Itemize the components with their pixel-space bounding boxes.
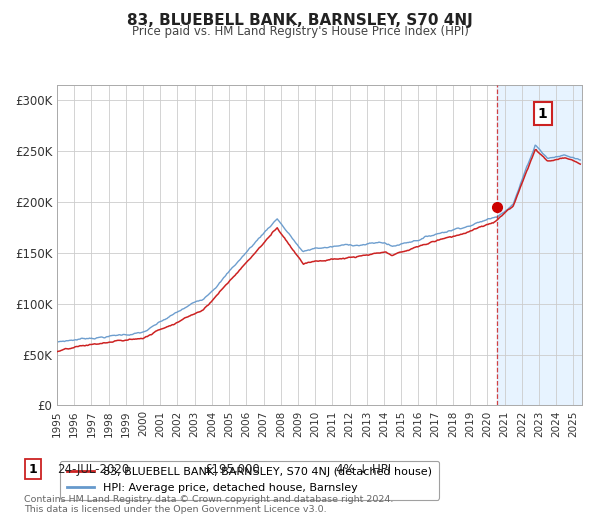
Text: 1: 1	[538, 107, 548, 121]
Text: Price paid vs. HM Land Registry's House Price Index (HPI): Price paid vs. HM Land Registry's House …	[131, 25, 469, 39]
Text: £195,000: £195,000	[204, 463, 260, 475]
Text: Contains HM Land Registry data © Crown copyright and database right 2024.: Contains HM Land Registry data © Crown c…	[24, 495, 394, 504]
Bar	[497, 85, 582, 405]
Text: 4% ↓ HPI: 4% ↓ HPI	[336, 463, 391, 475]
Text: This data is licensed under the Open Government Licence v3.0.: This data is licensed under the Open Gov…	[24, 506, 326, 514]
Text: 24-JUL-2020: 24-JUL-2020	[57, 463, 129, 475]
Text: 1: 1	[29, 463, 37, 475]
Legend: 83, BLUEBELL BANK, BARNSLEY, S70 4NJ (detached house), HPI: Average price, detac: 83, BLUEBELL BANK, BARNSLEY, S70 4NJ (de…	[60, 461, 439, 500]
Text: 83, BLUEBELL BANK, BARNSLEY, S70 4NJ: 83, BLUEBELL BANK, BARNSLEY, S70 4NJ	[127, 13, 473, 28]
